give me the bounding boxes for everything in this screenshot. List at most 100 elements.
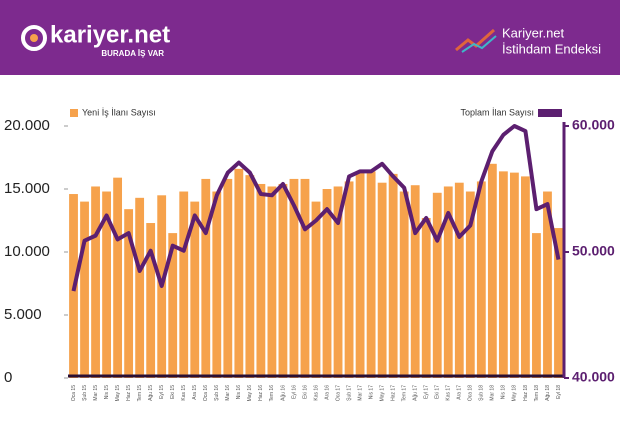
bar bbox=[135, 197, 145, 378]
x-tick-label: Kas 17 bbox=[446, 385, 452, 401]
y2-tick-label: 50.000 bbox=[572, 243, 615, 259]
bar bbox=[443, 186, 453, 378]
bar bbox=[554, 228, 563, 378]
bar bbox=[113, 177, 123, 378]
logo-ring bbox=[21, 25, 47, 51]
x-tick-label: Eki 16 bbox=[302, 385, 308, 399]
x-tick-label: Ara 17 bbox=[457, 385, 463, 400]
bar bbox=[289, 178, 299, 378]
index-icon bbox=[461, 35, 497, 53]
x-tick-label: Mar 17 bbox=[357, 385, 363, 401]
x-tick-label: Nis 16 bbox=[236, 385, 242, 399]
x-tick-label: Mar 18 bbox=[490, 385, 496, 401]
legend-label: Yeni İş İlanı Sayısı bbox=[82, 107, 156, 117]
y2-tick-label: 60.000 bbox=[572, 117, 615, 133]
x-tick-label: Oca 17 bbox=[335, 385, 341, 401]
bar bbox=[421, 217, 431, 378]
x-tick-label: Haz 17 bbox=[390, 385, 396, 401]
x-tick-label: Eyl 18 bbox=[556, 385, 562, 399]
brand: kariyer.net bbox=[50, 21, 170, 48]
x-tick-label: Eyl 16 bbox=[291, 385, 297, 399]
x-tick-label: Ara 16 bbox=[324, 385, 330, 400]
bar bbox=[388, 173, 398, 378]
x-tick-label: Ara 15 bbox=[192, 385, 198, 400]
bar bbox=[80, 201, 89, 378]
index-brand: Kariyer.net bbox=[502, 25, 565, 40]
x-tick-label: Mar 16 bbox=[225, 385, 231, 401]
x-tick-label: May 15 bbox=[115, 385, 121, 402]
x-tick-label: Oca 16 bbox=[203, 385, 209, 401]
y2-tick-label: 40.000 bbox=[572, 369, 615, 385]
x-tick-label: Şub 16 bbox=[214, 385, 220, 401]
bar bbox=[168, 233, 178, 378]
y-tick-label: 5.000 bbox=[4, 306, 42, 323]
bar bbox=[498, 171, 508, 378]
x-tick-label: Oca 15 bbox=[71, 385, 77, 401]
index-name: İstihdam Endeksi bbox=[502, 41, 601, 56]
bar bbox=[465, 191, 475, 378]
legend-label: Toplam İlan Sayısı bbox=[460, 107, 534, 117]
x-tick-label: Nis 17 bbox=[368, 385, 374, 399]
bar bbox=[543, 191, 552, 378]
x-tick-label: Nis 18 bbox=[501, 385, 507, 399]
x-tick-label: Tem 18 bbox=[534, 385, 540, 402]
bar bbox=[410, 185, 420, 378]
line bbox=[71, 124, 561, 292]
bar bbox=[300, 178, 310, 378]
x-tick-label: May 16 bbox=[247, 385, 253, 402]
bar bbox=[201, 178, 211, 378]
y-tick-label: 20.000 bbox=[4, 117, 50, 134]
y-tick-label: 15.000 bbox=[4, 180, 50, 197]
bar bbox=[377, 182, 387, 378]
logo-dot bbox=[30, 34, 38, 42]
x-tick-label: Tem 15 bbox=[137, 385, 143, 402]
x-tick-label: Haz 18 bbox=[523, 385, 529, 401]
x-tick-label: Mar 15 bbox=[93, 385, 99, 401]
x-tick-label: Tem 16 bbox=[269, 385, 275, 402]
x-tick-label: Haz 16 bbox=[258, 385, 264, 401]
x-tick-label: Ağu 15 bbox=[148, 385, 154, 401]
bar bbox=[245, 175, 255, 378]
bar bbox=[212, 191, 222, 378]
y-tick-label: 10.000 bbox=[4, 243, 50, 260]
x-tick-label: May 17 bbox=[379, 385, 385, 402]
x-tick-label: Ağu 18 bbox=[545, 385, 551, 401]
index-icon bbox=[455, 28, 495, 52]
bar bbox=[322, 189, 332, 378]
x-tick-label: Kas 15 bbox=[181, 385, 187, 401]
bar bbox=[454, 182, 464, 378]
slogan: BURADA İŞ VAR bbox=[101, 49, 164, 58]
x-tick-label: Eyl 15 bbox=[159, 385, 165, 399]
bar bbox=[532, 233, 541, 378]
bar bbox=[333, 186, 343, 378]
x-tick-label: Ağu 17 bbox=[413, 385, 419, 401]
x-tick-label: Ağu 16 bbox=[280, 385, 286, 401]
bar bbox=[476, 181, 486, 378]
bar bbox=[344, 181, 354, 378]
bar bbox=[521, 176, 530, 378]
bar bbox=[91, 186, 100, 378]
header-band bbox=[0, 0, 620, 75]
bar bbox=[234, 168, 244, 378]
x-tick-label: May 18 bbox=[512, 385, 518, 402]
bar bbox=[223, 178, 233, 378]
legend-swatch bbox=[538, 109, 562, 117]
bar bbox=[355, 172, 365, 378]
x-tick-label: Nis 15 bbox=[104, 385, 110, 399]
x-tick-label: Şub 17 bbox=[346, 385, 352, 401]
x-tick-label: Haz 15 bbox=[126, 385, 132, 401]
x-tick-label: Oca 18 bbox=[468, 385, 474, 401]
x-tick-label: Eyl 17 bbox=[424, 385, 430, 399]
bar bbox=[487, 163, 497, 378]
legend-swatch bbox=[70, 109, 78, 117]
bar bbox=[311, 201, 321, 378]
bar bbox=[509, 172, 519, 378]
bar bbox=[256, 183, 266, 378]
x-tick-label: Tem 17 bbox=[402, 385, 408, 402]
y-tick-label: 0 bbox=[4, 369, 12, 386]
x-tick-label: Eki 15 bbox=[170, 385, 176, 399]
bar bbox=[102, 191, 111, 378]
bar bbox=[278, 183, 288, 378]
bar bbox=[399, 191, 409, 378]
